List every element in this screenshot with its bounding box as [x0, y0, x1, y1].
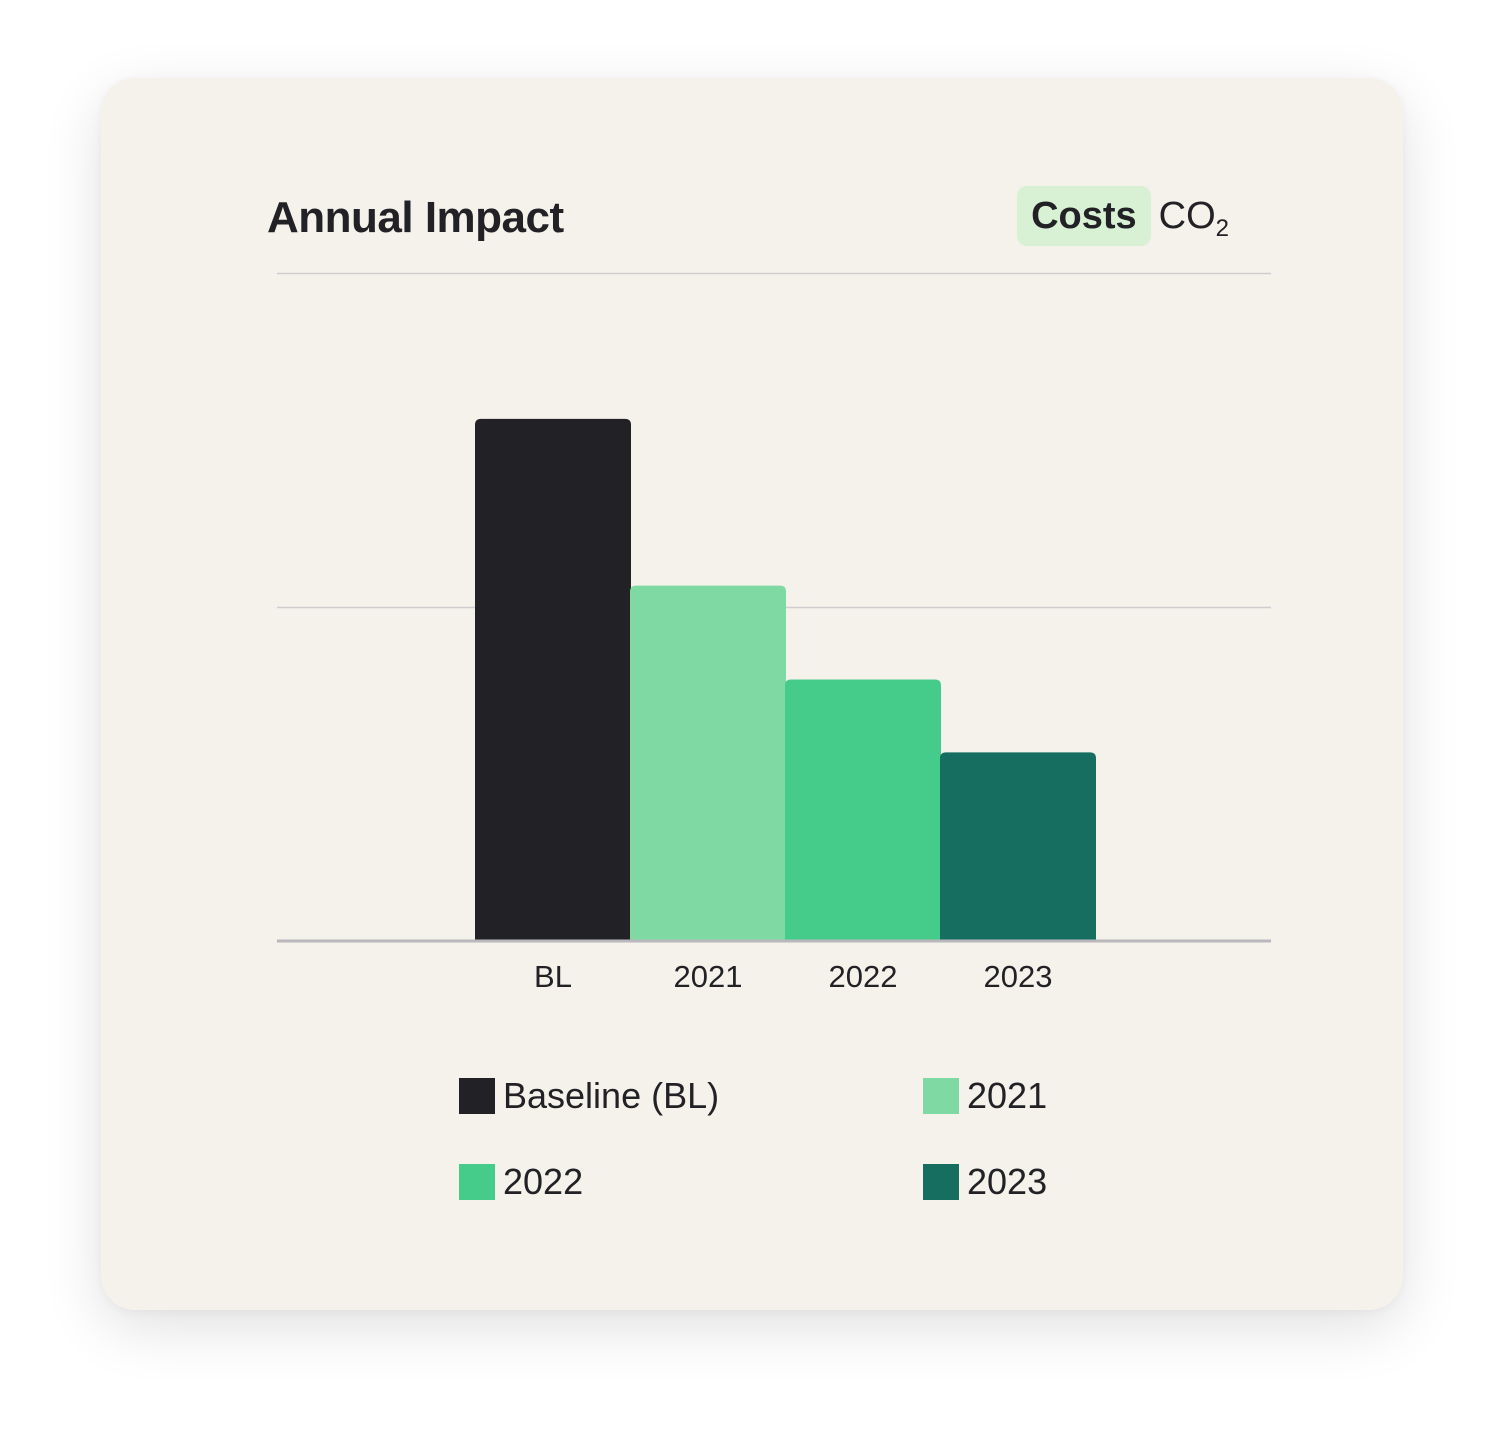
co2-toggle-button[interactable]: CO2 — [1157, 186, 1231, 246]
chart-title: Annual Impact — [267, 193, 564, 242]
x-tick-label-2021: 2021 — [674, 959, 743, 994]
legend-label: 2021 — [967, 1075, 1048, 1116]
bar-2022 — [785, 679, 941, 940]
legend-item-2022: 2022 — [459, 1160, 583, 1204]
costs-toggle-button[interactable]: Costs — [1017, 186, 1151, 246]
x-tick-label-bl: BL — [534, 959, 572, 994]
bar-chart: BL 2021 2022 2023 — [277, 272, 1271, 994]
legend-label: 2023 — [967, 1161, 1048, 1202]
x-tick-label-2022: 2022 — [829, 959, 898, 994]
bar-bl — [475, 418, 631, 940]
bar-2021 — [630, 585, 786, 940]
card-header: Annual Impact Costs CO2 — [267, 182, 1231, 252]
co2-subscript: 2 — [1215, 215, 1229, 242]
legend-swatch — [923, 1078, 959, 1114]
legend-swatch — [923, 1164, 959, 1200]
x-tick-label-2023: 2023 — [984, 959, 1053, 994]
legend-label: Baseline (BL) — [503, 1075, 720, 1116]
bar-2023 — [940, 752, 1096, 940]
chart-legend: Baseline (BL) 2021 2022 2023 — [459, 1074, 1079, 1254]
annual-impact-card: BL 2021 2022 2023 Annual Impact Costs CO2 B… — [101, 78, 1403, 1310]
legend-item-2023: 2023 — [923, 1160, 1047, 1204]
co2-label: CO — [1158, 195, 1216, 237]
legend-swatch — [459, 1078, 495, 1114]
x-tick-labels: BL 2021 2022 2023 — [534, 959, 1052, 994]
gridlines — [277, 272, 1271, 609]
metric-toggle: Costs CO2 — [1017, 185, 1231, 247]
legend-swatch — [459, 1164, 495, 1200]
legend-item-2021: 2021 — [923, 1074, 1047, 1118]
legend-label: 2022 — [503, 1161, 584, 1202]
legend-item-baseline: Baseline (BL) — [459, 1074, 719, 1118]
bars — [475, 418, 1096, 940]
